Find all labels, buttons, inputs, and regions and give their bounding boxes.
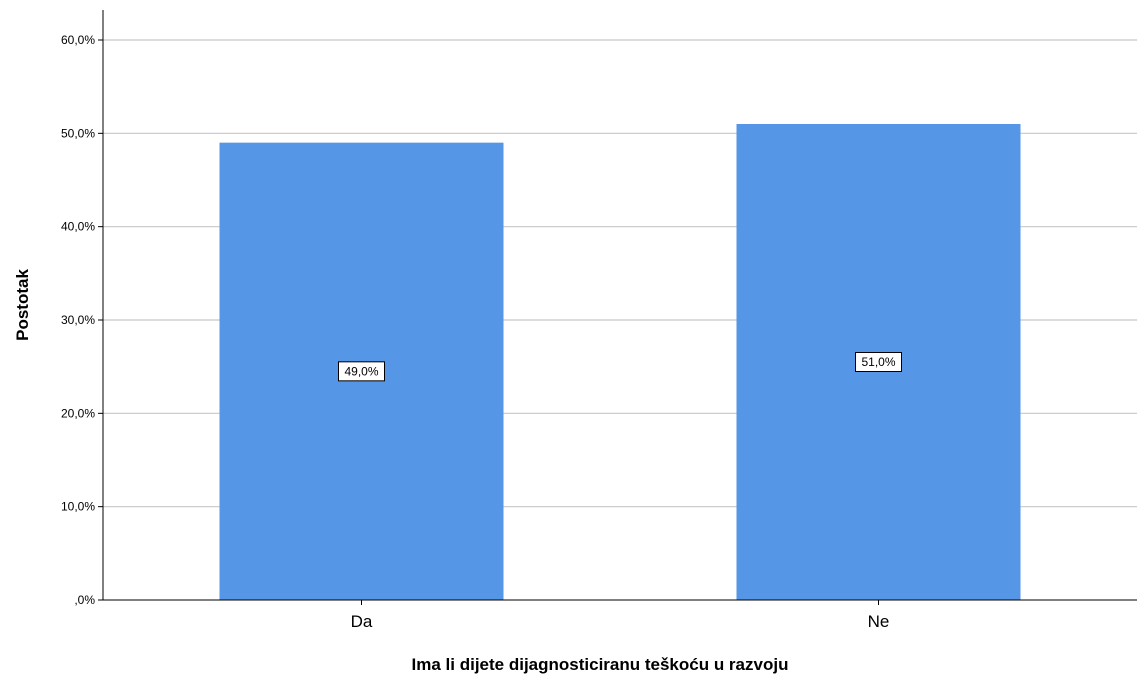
x-category-label: Da bbox=[351, 612, 373, 631]
data-label: 51,0% bbox=[861, 355, 895, 369]
y-axis-title: Postotak bbox=[13, 269, 32, 341]
x-axis-title: Ima li dijete dijagnosticiranu teškoću u… bbox=[412, 655, 789, 674]
data-label-box bbox=[338, 361, 385, 382]
bars bbox=[219, 124, 1021, 600]
y-tick-label: 60,0% bbox=[61, 33, 95, 47]
y-tick-label: 30,0% bbox=[61, 313, 95, 327]
data-label: 49,0% bbox=[344, 364, 378, 378]
data-label-box bbox=[855, 352, 902, 372]
y-tick-label: 50,0% bbox=[61, 126, 95, 140]
y-tick-label: ,0% bbox=[74, 593, 95, 607]
data-labels: 49,0% 51,0% bbox=[338, 352, 902, 382]
y-tick-label: 20,0% bbox=[61, 406, 95, 420]
x-category-labels: Da Ne bbox=[351, 600, 890, 631]
y-tick-label: 10,0% bbox=[61, 500, 95, 514]
y-tick-label: 40,0% bbox=[61, 220, 95, 234]
y-tick-labels: ,0% 10,0% 20,0% 30,0% 40,0% 50,0% 60,0% bbox=[61, 33, 103, 607]
x-category-label: Ne bbox=[868, 612, 890, 631]
